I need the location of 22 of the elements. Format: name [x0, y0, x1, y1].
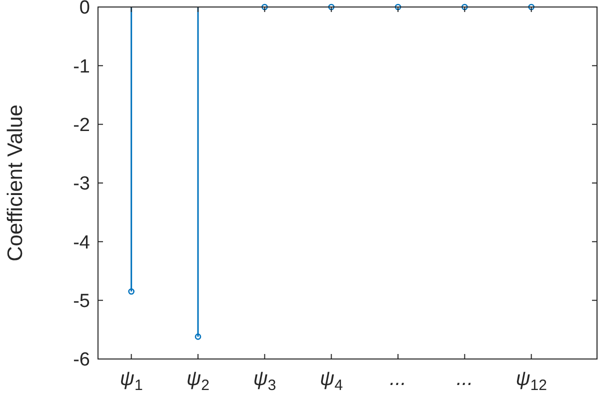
point — [528, 4, 534, 10]
point — [462, 4, 468, 10]
point — [328, 4, 334, 10]
point — [394, 4, 402, 10]
y-tick-label: -2 — [73, 114, 90, 136]
point — [262, 4, 268, 10]
x-tick-label: ... — [456, 368, 474, 390]
y-tick-label: -4 — [73, 232, 90, 254]
point — [128, 288, 134, 295]
point — [194, 334, 202, 340]
y-tick-label: -6 — [73, 350, 90, 371]
x-tick-label: ψ$_{4}$ — [320, 368, 343, 394]
y-tick-label: -3 — [73, 174, 90, 195]
y-axis-title: Coefficient Value — [4, 104, 27, 262]
y-tick-label: -1 — [73, 56, 90, 78]
y-tick-label: -5 — [73, 290, 90, 312]
x-tick-label: ψ$_{3}$ — [253, 368, 276, 394]
x-tick-label: ψ$_{12}$ — [516, 368, 547, 394]
x-tick-label: ψ$_{1}$ — [120, 368, 143, 394]
x-tick-label: ψ$_{2}$ — [186, 368, 210, 394]
x-tick-label: ... — [390, 368, 406, 390]
y-tick-label: 0 — [79, 0, 90, 19]
